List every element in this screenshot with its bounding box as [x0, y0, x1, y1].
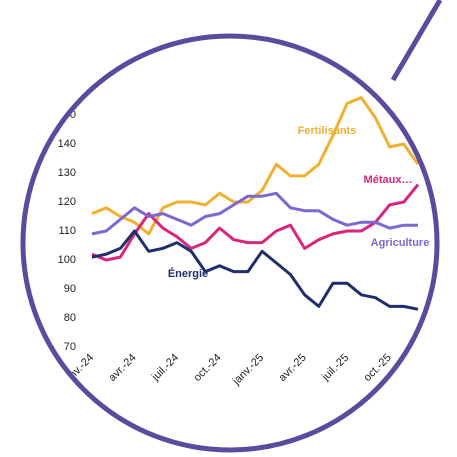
- y-tick-label: 160: [58, 80, 76, 92]
- y-tick-label: 90: [64, 283, 76, 295]
- x-tick-label: avr.-24: [106, 352, 138, 384]
- series-label: Métaux…: [364, 174, 413, 186]
- y-tick-label: 110: [58, 225, 76, 237]
- series-label: Agriculture: [371, 237, 430, 249]
- x-tick-label: juil.-24: [149, 352, 181, 384]
- series-line: [91, 229, 419, 311]
- x-tick-label: juil.-25: [319, 352, 351, 384]
- series-line: [91, 191, 418, 236]
- x-tick-label: janv.-25: [230, 352, 266, 388]
- y-tick-label: 140: [58, 138, 76, 150]
- y-tick-label: 80: [64, 312, 76, 324]
- y-tick-label: 100: [58, 254, 76, 266]
- lens-ring: [20, 33, 440, 453]
- y-tick-label: 70: [64, 341, 76, 353]
- series-label: Énergie: [168, 267, 208, 280]
- series-label: Fertilisants: [298, 125, 357, 137]
- y-tick-label: 120: [58, 196, 76, 208]
- x-tick-label: oct.-24: [191, 352, 223, 384]
- series-line: [91, 183, 420, 262]
- y-tick-label: 130: [58, 167, 76, 179]
- x-tick-label: avr.-25: [277, 352, 309, 384]
- lens-pointer: [390, 0, 443, 82]
